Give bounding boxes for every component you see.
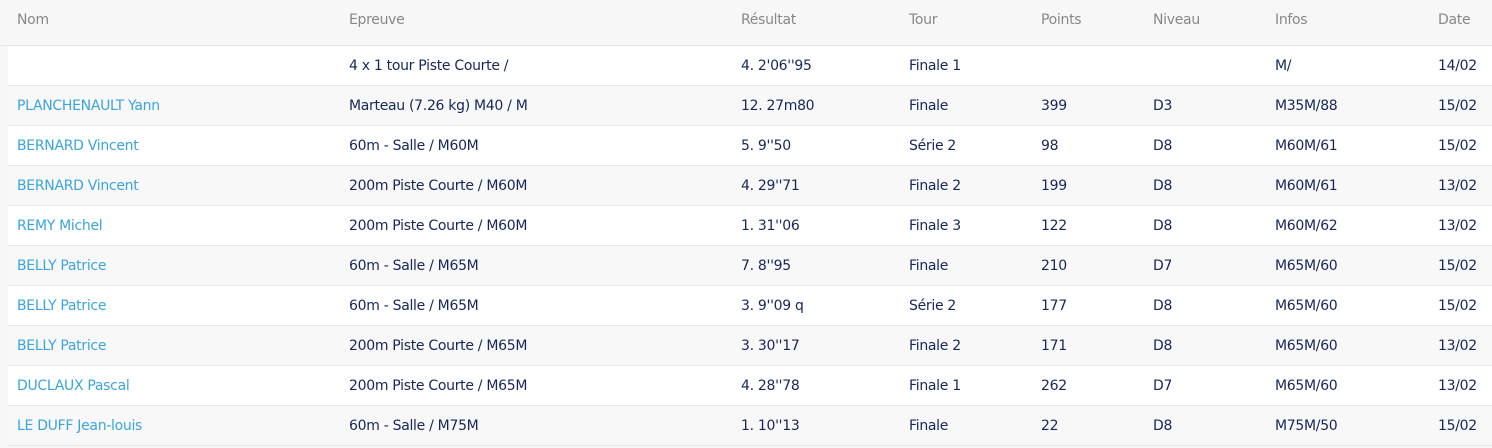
cell-points: 262 (1041, 378, 1067, 394)
cell-points: 22 (1041, 418, 1059, 434)
table-header: Nom Epreuve Résultat Tour Points Niveau Infos D… (0, 0, 1492, 46)
cell-epreuve: 60m - Salle / M75M (349, 418, 479, 434)
cell-epreuve: 60m - Salle / M65M (349, 258, 479, 274)
table-row: BERNARD Vincent 60m - Salle / M60M 5. 9''5… (8, 126, 1492, 166)
cell-resultat: 3. 30''17 (741, 338, 800, 354)
cell-infos: M75M/50 (1275, 418, 1338, 434)
column-header-epreuve[interactable]: Epreuve (349, 12, 405, 28)
cell-resultat: 4. 28''78 (741, 378, 800, 394)
cell-epreuve: 200m Piste Courte / M65M (349, 378, 528, 394)
column-header-niveau[interactable]: Niveau (1153, 12, 1200, 28)
cell-epreuve: 60m - Salle / M65M (349, 298, 479, 314)
cell-date: 13/02 (1438, 218, 1477, 234)
cell-resultat: 1. 10''13 (741, 418, 800, 434)
table-row: DUCLAUX Pascal 200m Piste Courte / M65M 4.… (8, 366, 1492, 406)
cell-points: 199 (1041, 178, 1067, 194)
athlete-link[interactable]: BELLY Patrice (17, 338, 107, 354)
cell-niveau: D8 (1153, 418, 1173, 434)
cell-tour: Finale (909, 418, 949, 434)
table-row: BELLY Patrice 60m - Salle / M65M 7. 8''95 F… (8, 246, 1492, 286)
athlete-link[interactable]: DUCLAUX Pascal (17, 378, 130, 394)
athlete-link[interactable]: BELLY Patrice (17, 258, 107, 274)
cell-points: 177 (1041, 298, 1067, 314)
cell-date: 13/02 (1438, 378, 1477, 394)
cell-resultat: 1. 31''06 (741, 218, 800, 234)
cell-niveau: D8 (1153, 298, 1173, 314)
cell-niveau: D8 (1153, 338, 1173, 354)
cell-epreuve: Marteau (7.26 kg) M40 / M (349, 98, 528, 114)
column-header-points[interactable]: Points (1041, 12, 1082, 28)
cell-date: 15/02 (1438, 418, 1477, 434)
cell-infos: M60M/62 (1275, 218, 1338, 234)
cell-niveau: D7 (1153, 258, 1173, 274)
cell-resultat: 12. 27m80 (741, 98, 815, 114)
column-header-nom[interactable]: Nom (17, 12, 49, 28)
cell-infos: M65M/60 (1275, 298, 1338, 314)
cell-date: 15/02 (1438, 258, 1477, 274)
athlete-link[interactable]: LE DUFF Jean-louis (17, 418, 143, 434)
athlete-link[interactable]: BELLY Patrice (17, 298, 107, 314)
cell-tour: Finale 2 (909, 178, 961, 194)
table-row: BELLY Patrice 60m - Salle / M65M 3. 9''09 … (8, 286, 1492, 326)
cell-date: 14/02 (1438, 58, 1477, 74)
cell-resultat: 5. 9''50 (741, 138, 791, 154)
cell-epreuve: 60m - Salle / M60M (349, 138, 479, 154)
cell-tour: Finale 1 (909, 58, 961, 74)
cell-infos: M/ (1275, 58, 1292, 74)
cell-tour: Série 2 (909, 138, 957, 154)
cell-points: 399 (1041, 98, 1067, 114)
table-row: BELLY Patrice 200m Piste Courte / M65M 3. … (8, 326, 1492, 366)
table-row: PLANCHENAULT Yann Marteau (7.26 kg) M40 /… (8, 86, 1492, 126)
cell-tour: Finale (909, 258, 949, 274)
column-header-date[interactable]: Date (1438, 12, 1471, 28)
cell-resultat: 7. 8''95 (741, 258, 791, 274)
cell-infos: M60M/61 (1275, 178, 1338, 194)
table-body: 4 x 1 tour Piste Courte / 4. 2'06''95 Fina… (0, 46, 1492, 446)
cell-tour: Finale 3 (909, 218, 961, 234)
cell-epreuve: 200m Piste Courte / M65M (349, 338, 528, 354)
athlete-link[interactable]: REMY Michel (17, 218, 103, 234)
cell-date: 13/02 (1438, 178, 1477, 194)
cell-date: 15/02 (1438, 138, 1477, 154)
cell-resultat: 4. 29''71 (741, 178, 800, 194)
cell-resultat: 3. 9''09 q (741, 298, 804, 314)
cell-date: 13/02 (1438, 338, 1477, 354)
cell-tour: Finale (909, 98, 949, 114)
athlete-link[interactable]: BERNARD Vincent (17, 138, 139, 154)
table-row: LE DUFF Jean-louis 60m - Salle / M75M 1. 1… (8, 406, 1492, 446)
table-row: BERNARD Vincent 200m Piste Courte / M60M 4… (8, 166, 1492, 206)
column-header-tour[interactable]: Tour (909, 12, 938, 28)
cell-resultat: 4. 2'06''95 (741, 58, 812, 74)
cell-epreuve: 200m Piste Courte / M60M (349, 178, 528, 194)
athlete-link[interactable]: PLANCHENAULT Yann (17, 98, 160, 114)
cell-date: 15/02 (1438, 98, 1477, 114)
cell-points: 122 (1041, 218, 1067, 234)
column-header-resultat[interactable]: Résultat (741, 12, 796, 28)
cell-niveau: D8 (1153, 218, 1173, 234)
cell-tour: Finale 2 (909, 338, 961, 354)
cell-epreuve: 4 x 1 tour Piste Courte / (349, 58, 509, 74)
cell-infos: M65M/60 (1275, 378, 1338, 394)
cell-points: 98 (1041, 138, 1059, 154)
cell-infos: M35M/88 (1275, 98, 1338, 114)
cell-tour: Série 2 (909, 298, 957, 314)
column-header-infos[interactable]: Infos (1275, 12, 1308, 28)
cell-infos: M60M/61 (1275, 138, 1338, 154)
cell-points: 210 (1041, 258, 1067, 274)
athlete-link[interactable]: BERNARD Vincent (17, 178, 139, 194)
cell-niveau: D7 (1153, 378, 1173, 394)
cell-tour: Finale 1 (909, 378, 961, 394)
table-row: 4 x 1 tour Piste Courte / 4. 2'06''95 Fina… (8, 46, 1492, 86)
cell-points: 171 (1041, 338, 1067, 354)
cell-date: 15/02 (1438, 298, 1477, 314)
cell-niveau: D8 (1153, 138, 1173, 154)
cell-niveau: D8 (1153, 178, 1173, 194)
cell-niveau: D3 (1153, 98, 1173, 114)
table-row: REMY Michel 200m Piste Courte / M60M 1. 31… (8, 206, 1492, 246)
cell-infos: M65M/60 (1275, 338, 1338, 354)
cell-infos: M65M/60 (1275, 258, 1338, 274)
cell-epreuve: 200m Piste Courte / M60M (349, 218, 528, 234)
